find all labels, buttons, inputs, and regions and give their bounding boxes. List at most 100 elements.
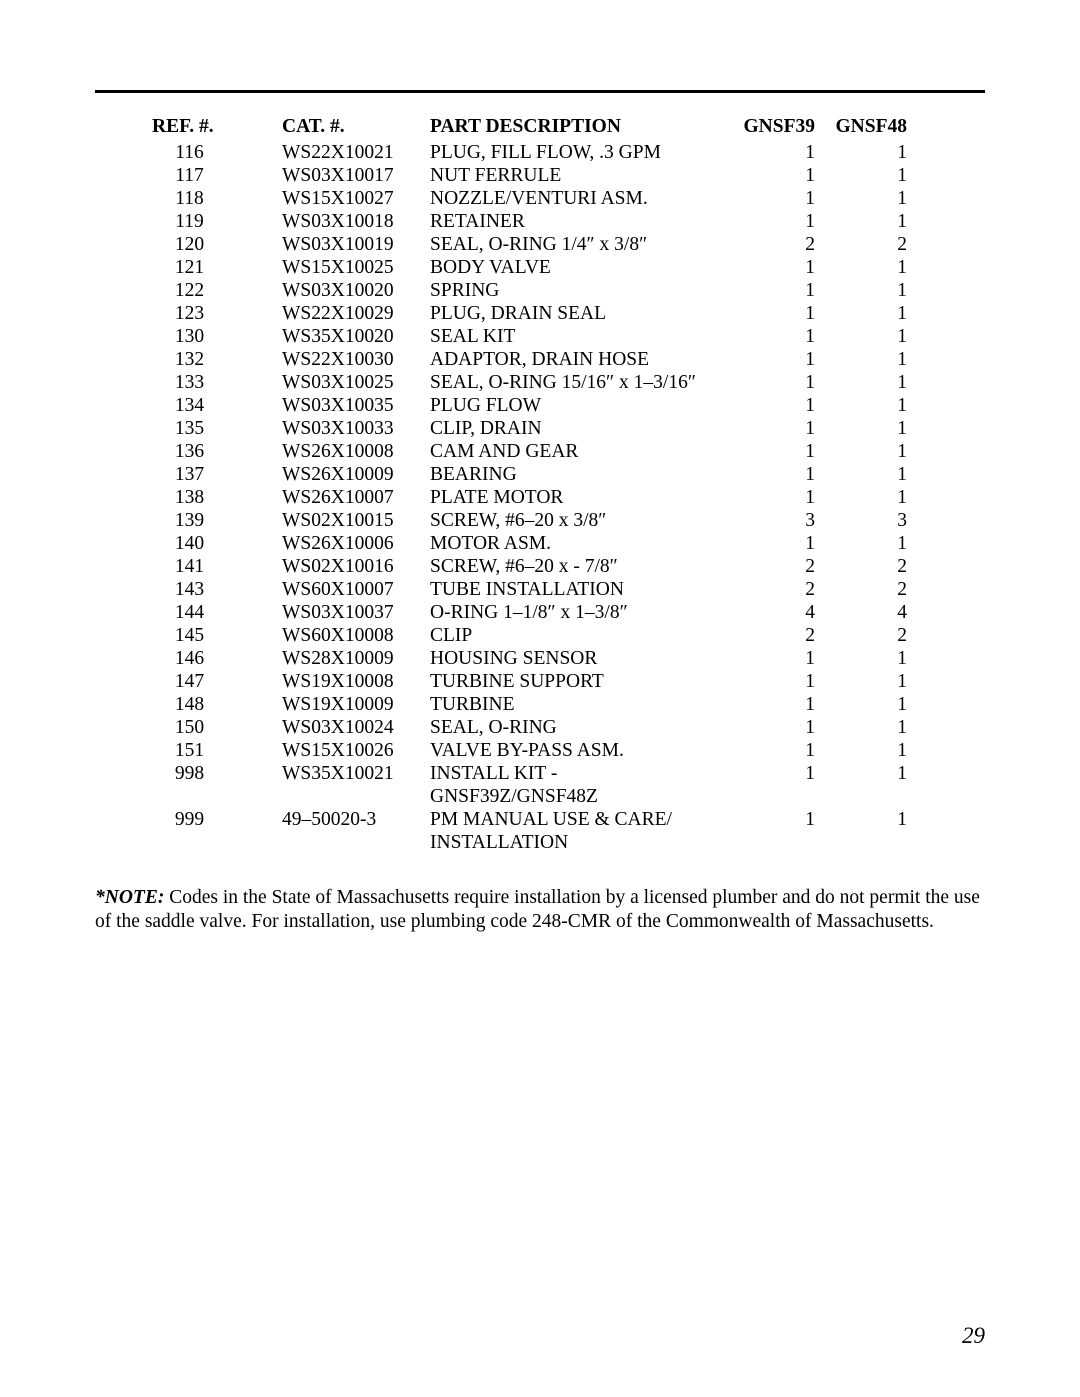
cell-ref: 132	[152, 348, 282, 371]
table-row: 99949–50020-3PM MANUAL USE & CARE/ INSTA…	[95, 808, 985, 854]
cell-cat: WS03X10018	[282, 210, 430, 233]
cell-desc: PLUG FLOW	[430, 394, 710, 417]
cell-cat: WS35X10020	[282, 325, 430, 348]
cell-cat: WS22X10021	[282, 141, 430, 164]
cell-ref: 116	[152, 141, 282, 164]
cell-ref: 140	[152, 532, 282, 555]
cell-ref: 146	[152, 647, 282, 670]
cell-desc: HOUSING SENSOR	[430, 647, 710, 670]
cell-gnsf48: 1	[815, 279, 907, 302]
note-block: *NOTE: Codes in the State of Massachuset…	[95, 886, 985, 935]
table-row: 132WS22X10030ADAPTOR, DRAIN HOSE11	[95, 348, 985, 371]
cell-cat: WS03X10035	[282, 394, 430, 417]
cell-ref: 133	[152, 371, 282, 394]
table-row: 150WS03X10024SEAL, O-RING11	[95, 716, 985, 739]
table-row: 123WS22X10029PLUG, DRAIN SEAL11	[95, 302, 985, 325]
table-row: 146WS28X10009HOUSING SENSOR11	[95, 647, 985, 670]
cell-gnsf39: 1	[710, 187, 815, 210]
cell-gnsf48: 1	[815, 647, 907, 670]
header-ref: REF. #.	[152, 115, 282, 138]
cell-ref: 144	[152, 601, 282, 624]
cell-gnsf39: 1	[710, 716, 815, 739]
table-header-row: REF. #. CAT. #. PART DESCRIPTION GNSF39 …	[95, 115, 985, 138]
cell-desc: CAM AND GEAR	[430, 440, 710, 463]
table-row: 144WS03X10037O-RING 1–1/8″ x 1–3/8″44	[95, 601, 985, 624]
cell-ref: 151	[152, 739, 282, 762]
cell-gnsf48: 1	[815, 693, 907, 716]
cell-gnsf39: 2	[710, 233, 815, 256]
cell-ref: 118	[152, 187, 282, 210]
table-row: 141WS02X10016SCREW, #6–20 x - 7/8″22	[95, 555, 985, 578]
cell-desc: PLUG, FILL FLOW, .3 GPM	[430, 141, 710, 164]
cell-gnsf39: 1	[710, 739, 815, 762]
cell-ref: 138	[152, 486, 282, 509]
cell-gnsf39: 1	[710, 394, 815, 417]
cell-ref: 123	[152, 302, 282, 325]
table-row: 143WS60X10007TUBE INSTALLATION22	[95, 578, 985, 601]
cell-ref: 120	[152, 233, 282, 256]
cell-gnsf48: 3	[815, 509, 907, 532]
cell-desc: SEAL KIT	[430, 325, 710, 348]
cell-desc: PLATE MOTOR	[430, 486, 710, 509]
table-row: 130WS35X10020SEAL KIT11	[95, 325, 985, 348]
cell-gnsf48: 2	[815, 624, 907, 647]
cell-desc: CLIP	[430, 624, 710, 647]
cell-cat: WS60X10007	[282, 578, 430, 601]
cell-cat: WS22X10030	[282, 348, 430, 371]
cell-ref: 999	[152, 808, 282, 854]
cell-gnsf39: 1	[710, 647, 815, 670]
page-number: 29	[962, 1323, 985, 1349]
table-row: 140WS26X10006MOTOR ASM.11	[95, 532, 985, 555]
cell-cat: WS03X10037	[282, 601, 430, 624]
cell-ref: 145	[152, 624, 282, 647]
cell-desc: VALVE BY-PASS ASM.	[430, 739, 710, 762]
cell-ref: 121	[152, 256, 282, 279]
cell-desc: SEAL, O-RING	[430, 716, 710, 739]
cell-cat: WS15X10026	[282, 739, 430, 762]
table-row: 151WS15X10026VALVE BY-PASS ASM.11	[95, 739, 985, 762]
cell-gnsf39: 1	[710, 670, 815, 693]
cell-gnsf48: 1	[815, 256, 907, 279]
table-row: 119WS03X10018RETAINER11	[95, 210, 985, 233]
cell-gnsf39: 3	[710, 509, 815, 532]
cell-gnsf48: 1	[815, 486, 907, 509]
cell-gnsf48: 1	[815, 463, 907, 486]
cell-gnsf48: 1	[815, 302, 907, 325]
cell-desc: INSTALL KIT - GNSF39Z/GNSF48Z	[430, 762, 710, 808]
cell-ref: 141	[152, 555, 282, 578]
cell-gnsf39: 1	[710, 302, 815, 325]
cell-cat: WS19X10008	[282, 670, 430, 693]
cell-gnsf48: 1	[815, 532, 907, 555]
cell-desc: TUBE INSTALLATION	[430, 578, 710, 601]
table-row: 148WS19X10009TURBINE11	[95, 693, 985, 716]
cell-ref: 136	[152, 440, 282, 463]
cell-cat: WS03X10025	[282, 371, 430, 394]
cell-desc: PM MANUAL USE & CARE/ INSTALLATION	[430, 808, 710, 854]
cell-desc: NOZZLE/VENTURI ASM.	[430, 187, 710, 210]
cell-gnsf48: 1	[815, 670, 907, 693]
table-row: 135WS03X10033CLIP, DRAIN11	[95, 417, 985, 440]
table-row: 116WS22X10021PLUG, FILL FLOW, .3 GPM11	[95, 141, 985, 164]
table-row: 134WS03X10035PLUG FLOW11	[95, 394, 985, 417]
table-row: 138WS26X10007PLATE MOTOR11	[95, 486, 985, 509]
cell-gnsf48: 1	[815, 187, 907, 210]
cell-desc: CLIP, DRAIN	[430, 417, 710, 440]
cell-gnsf39: 1	[710, 256, 815, 279]
cell-gnsf39: 1	[710, 762, 815, 808]
cell-cat: WS03X10017	[282, 164, 430, 187]
cell-gnsf48: 4	[815, 601, 907, 624]
cell-desc: BODY VALVE	[430, 256, 710, 279]
cell-cat: WS03X10020	[282, 279, 430, 302]
table-body: 116WS22X10021PLUG, FILL FLOW, .3 GPM1111…	[95, 141, 985, 854]
cell-gnsf48: 1	[815, 808, 907, 854]
cell-ref: 117	[152, 164, 282, 187]
cell-gnsf48: 1	[815, 325, 907, 348]
header-desc: PART DESCRIPTION	[430, 115, 710, 138]
cell-gnsf48: 1	[815, 394, 907, 417]
top-rule	[95, 90, 985, 93]
cell-gnsf39: 1	[710, 164, 815, 187]
parts-table: REF. #. CAT. #. PART DESCRIPTION GNSF39 …	[95, 115, 985, 854]
cell-cat: WS02X10015	[282, 509, 430, 532]
cell-desc: SPRING	[430, 279, 710, 302]
cell-cat: WS19X10009	[282, 693, 430, 716]
